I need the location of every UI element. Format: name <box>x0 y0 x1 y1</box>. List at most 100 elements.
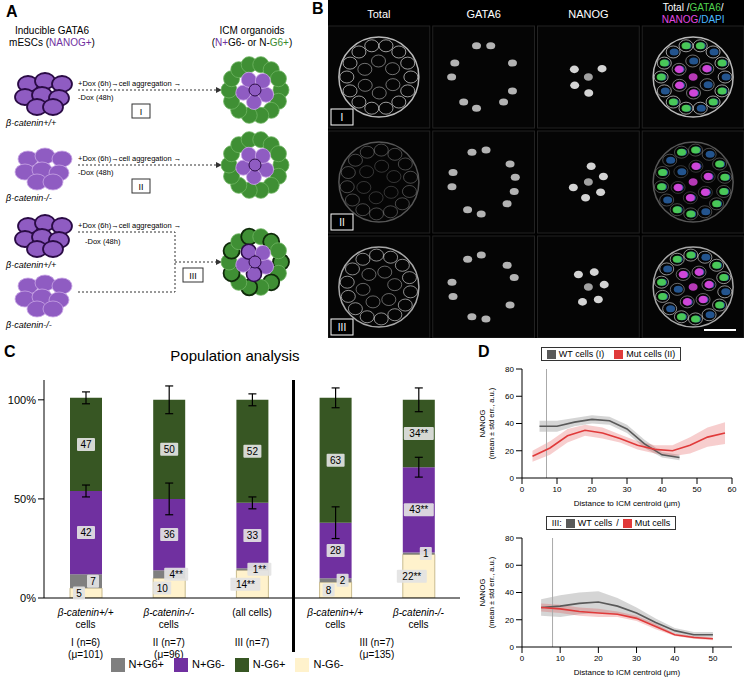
html-text:N+G6+: N+G6+ <box>128 658 164 670</box>
svg-text:NANOG: NANOG <box>478 579 487 607</box>
svg-text:β-catenin+/+: β-catenin+/+ <box>306 607 363 618</box>
svg-text:52: 52 <box>247 446 259 457</box>
svg-text:40: 40 <box>658 485 667 494</box>
svg-text:100%: 100% <box>8 394 36 406</box>
svg-text:III (n=7): III (n=7) <box>359 637 394 648</box>
svg-text:10: 10 <box>553 485 562 494</box>
svg-text:42: 42 <box>80 527 92 538</box>
svg-text:28: 28 <box>330 545 342 556</box>
svg-text:60: 60 <box>505 561 514 570</box>
svg-text:1: 1 <box>423 548 429 559</box>
svg-text:47: 47 <box>80 439 92 450</box>
svg-text:-Dox (48h): -Dox (48h) <box>78 93 114 102</box>
svg-text:+Dox (6h)→cell aggregation →: +Dox (6h)→cell aggregation → <box>78 79 181 88</box>
svg-text:0: 0 <box>510 643 515 652</box>
svg-text:8: 8 <box>326 585 332 596</box>
svg-text:Total: Total <box>367 8 390 20</box>
svg-text:20: 20 <box>594 654 603 663</box>
svg-text:60: 60 <box>505 392 514 401</box>
svg-text:36: 36 <box>164 529 176 540</box>
svg-text:0: 0 <box>520 485 525 494</box>
svg-text:63: 63 <box>330 455 342 466</box>
svg-text:A: A <box>6 3 18 20</box>
svg-text:NANOG: NANOG <box>478 410 487 438</box>
svg-text:+Dox (6h)→cell aggregation →: +Dox (6h)→cell aggregation → <box>78 154 181 163</box>
svg-text:cells: cells <box>159 619 179 630</box>
svg-text:10: 10 <box>556 654 565 663</box>
svg-text:0: 0 <box>510 474 515 483</box>
html-text:N-G6+: N-G6+ <box>252 658 286 670</box>
svg-text:1**: 1** <box>253 564 266 575</box>
svg-text:Total /GATA6/: Total /GATA6/ <box>663 2 724 13</box>
svg-text:20: 20 <box>505 616 514 625</box>
svg-text:β-catenin-/-: β-catenin-/- <box>5 320 52 330</box>
svg-text:β-catenin-/-: β-catenin-/- <box>392 607 444 618</box>
svg-text:I: I <box>341 112 344 123</box>
svg-text:2: 2 <box>340 575 346 586</box>
svg-text:30: 30 <box>623 485 632 494</box>
svg-text:14**: 14** <box>236 579 255 590</box>
html-text:Population analysis: Population analysis <box>170 347 300 364</box>
svg-text:20: 20 <box>588 485 597 494</box>
svg-text:(μ=101): (μ=101) <box>68 649 103 660</box>
svg-text:III: III <box>338 322 346 333</box>
svg-text:(mean ± std err., a.u.): (mean ± std err., a.u.) <box>487 387 496 459</box>
svg-text:(all cells): (all cells) <box>232 607 271 618</box>
svg-text:cells: cells <box>408 619 428 630</box>
svg-text:β-catenin-/-: β-catenin-/- <box>5 193 52 203</box>
svg-text:50: 50 <box>164 444 176 455</box>
svg-text:GATA6: GATA6 <box>466 8 500 20</box>
svg-text:Distance to ICM centroid (μm): Distance to ICM centroid (μm) <box>574 668 681 677</box>
svg-text:β-catenin+/+: β-catenin+/+ <box>5 118 56 128</box>
svg-text:40: 40 <box>505 588 514 597</box>
svg-text:-Dox (48h): -Dox (48h) <box>78 168 114 177</box>
svg-text:33: 33 <box>247 530 259 541</box>
svg-text:II: II <box>339 217 345 228</box>
svg-text:50%: 50% <box>14 493 36 505</box>
svg-text:cells: cells <box>325 619 345 630</box>
svg-text:60: 60 <box>728 485 737 494</box>
svg-text:0: 0 <box>520 654 525 663</box>
svg-text:7: 7 <box>90 576 96 587</box>
svg-text:I (n=6): I (n=6) <box>71 637 100 648</box>
svg-text:20: 20 <box>505 447 514 456</box>
svg-text:80: 80 <box>505 365 514 374</box>
svg-text:β-catenin-/-: β-catenin-/- <box>142 607 194 618</box>
svg-text:II: II <box>138 182 143 192</box>
svg-text:mESCs (NANOG+): mESCs (NANOG+) <box>9 37 95 48</box>
svg-text:22**: 22** <box>402 571 421 582</box>
html-text:C: C <box>4 343 16 360</box>
svg-text:III (n=7): III (n=7) <box>235 637 270 648</box>
svg-text:34**: 34** <box>409 428 428 439</box>
html-text:B: B <box>312 0 324 17</box>
svg-text:I: I <box>140 107 143 117</box>
svg-text:4**: 4** <box>170 569 183 580</box>
svg-text:II (n=7): II (n=7) <box>153 637 185 648</box>
svg-text:Distance to ICM centroid (μm): Distance to ICM centroid (μm) <box>574 499 681 508</box>
svg-text:40: 40 <box>670 654 679 663</box>
svg-text:β-catenin+/+: β-catenin+/+ <box>57 607 114 618</box>
svg-text:Inducible GATA6: Inducible GATA6 <box>15 25 90 36</box>
svg-text:β-catenin+/+: β-catenin+/+ <box>5 260 56 270</box>
svg-text:(mean ± std err., a.u.): (mean ± std err., a.u.) <box>487 556 496 628</box>
svg-text:80: 80 <box>505 534 514 543</box>
svg-text:5: 5 <box>76 588 82 599</box>
svg-text:-Dox (48h): -Dox (48h) <box>85 237 121 246</box>
svg-text:50: 50 <box>693 485 702 494</box>
svg-text:40: 40 <box>505 419 514 428</box>
svg-text:ICM organoids: ICM organoids <box>219 25 284 36</box>
svg-text:cells: cells <box>76 619 96 630</box>
svg-text:(μ=96): (μ=96) <box>154 649 183 660</box>
svg-text:0%: 0% <box>20 592 36 604</box>
svg-text:III: III <box>189 271 197 281</box>
svg-text:(μ=135): (μ=135) <box>359 649 394 660</box>
svg-text:43**: 43** <box>409 504 428 515</box>
svg-text:50: 50 <box>708 654 717 663</box>
svg-text:(N+G6- or N-G6+): (N+G6- or N-G6+) <box>212 37 293 48</box>
svg-text:NANOG: NANOG <box>568 8 608 20</box>
svg-text:+Dox (6h)→cell aggregation →: +Dox (6h)→cell aggregation → <box>78 221 181 230</box>
svg-text:10: 10 <box>157 583 169 594</box>
svg-text:NANOG/DAPI: NANOG/DAPI <box>662 14 725 25</box>
html-text:N+G6-: N+G6- <box>192 658 225 670</box>
svg-text:30: 30 <box>632 654 641 663</box>
